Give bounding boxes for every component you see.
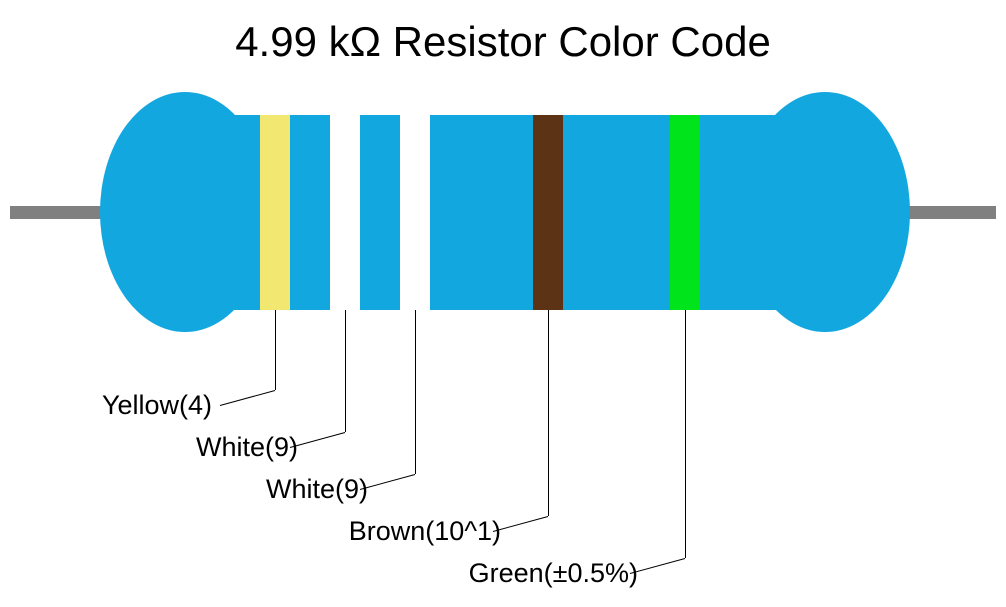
band-1	[260, 115, 290, 310]
callout-label-4: Brown(10^1)	[349, 516, 501, 547]
band-2	[330, 115, 360, 310]
band-4	[533, 115, 563, 310]
callout-label-1: Yellow(4)	[102, 390, 212, 421]
band-5	[670, 115, 700, 310]
callout-diag-4	[493, 516, 548, 532]
callout-label-2: White(9)	[196, 432, 298, 463]
callout-diag-5	[630, 558, 685, 574]
callout-line-3	[415, 310, 416, 474]
band-3	[400, 115, 430, 310]
callout-line-5	[685, 310, 686, 558]
diagram-title: 4.99 kΩ Resistor Color Code	[0, 18, 1006, 66]
callout-line-4	[548, 310, 549, 516]
callout-diag-3	[360, 474, 415, 490]
callout-label-3: White(9)	[266, 474, 368, 505]
callout-line-2	[345, 310, 346, 432]
callout-diag-2	[290, 432, 345, 448]
callout-label-5: Green(±0.5%)	[469, 558, 638, 589]
callout-diag-1	[220, 390, 275, 406]
diagram-stage: 4.99 kΩ Resistor Color Code Yellow(4) Wh…	[0, 0, 1006, 607]
callout-line-1	[275, 310, 276, 390]
